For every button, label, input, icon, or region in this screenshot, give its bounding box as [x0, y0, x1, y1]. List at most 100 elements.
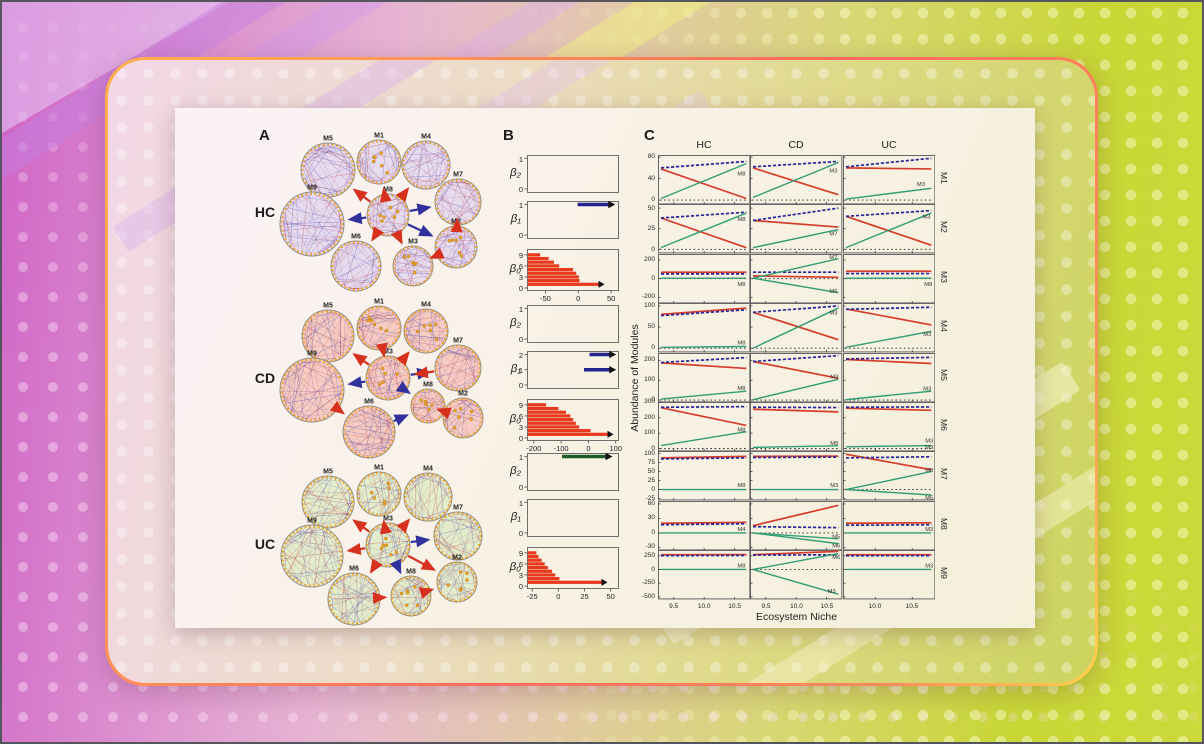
module-circle-HC-M3: M3 [392, 239, 434, 287]
svg-text:M4: M4 [421, 302, 431, 309]
beta0-ytick: 9 [518, 548, 523, 558]
svg-text:M3: M3 [830, 169, 838, 175]
abundance-cell-M5-UC: M3 [842, 352, 935, 402]
module-circle-HC-M6: M6 [330, 234, 382, 292]
module-circle-HC-M9: M9 [279, 185, 345, 257]
svg-text:M5: M5 [323, 469, 333, 476]
abundance-ytick: 60 [647, 499, 655, 507]
svg-text:M8: M8 [423, 382, 433, 389]
abundance-xtick: 10.0 [868, 602, 882, 610]
module-circle-CD-M6: M6 [342, 399, 396, 459]
abundance-cell-M2-CD: M7 [750, 204, 843, 254]
row-label-M3: M3 [938, 270, 949, 283]
beta0-ytick: 6 [518, 559, 523, 569]
abundance-cell-M3-HC: M8 [658, 253, 751, 304]
beta0-xtick: 50 [606, 294, 616, 303]
svg-text:M2: M2 [452, 555, 462, 562]
panel-b-beta-plots: β₂ 1 0 β₁ 1 0 β₀ 9 6 3 0 -50 0 50 β₂ 1 0 β₁ 2 1 0 β₀ 9 6 3 0 -200-… [175, 108, 1035, 628]
svg-text:M7: M7 [830, 232, 838, 238]
svg-text:M3: M3 [383, 349, 393, 356]
abundance-ytick: 40 [647, 174, 655, 182]
abundance-ytick: -500 [641, 593, 655, 601]
beta0-xtick: 25 [580, 592, 589, 601]
beta-ytick: 2 [518, 350, 523, 360]
abundance-cell-M7-UC: M8 M5 [842, 451, 935, 501]
svg-text:M3: M3 [831, 483, 839, 489]
abundance-cell-M7-HC: M8 [658, 451, 751, 501]
panel-c-abundance-grid: HC CD UC Abundance of Modules Ecosystem … [175, 108, 1035, 628]
module-circle-CD-M1: M1 [356, 299, 402, 351]
abundance-ytick: 0 [651, 196, 655, 204]
module-arrow [369, 558, 383, 574]
module-circle-CD-M2: M2 [442, 391, 484, 439]
abundance-xtick: 10.5 [905, 602, 919, 610]
row-label-M4: M4 [938, 319, 949, 332]
module-arrow [347, 376, 366, 389]
svg-text:M7: M7 [453, 172, 463, 179]
svg-text:M2: M2 [458, 391, 468, 398]
abundance-xtick: 9.5 [761, 602, 771, 610]
abundance-ytick: 0 [651, 344, 655, 352]
module-arrow [371, 226, 385, 242]
svg-text:M1: M1 [374, 133, 384, 140]
beta-label-UC-2: β₀ [509, 561, 521, 573]
row-label-M8: M8 [938, 517, 949, 530]
svg-text:M1: M1 [374, 299, 384, 306]
module-arrow [407, 223, 434, 237]
panel-a-label: A [259, 127, 270, 144]
row-label-M7: M7 [938, 468, 949, 480]
beta-ytick: 1 [518, 200, 523, 210]
svg-text:M3: M3 [922, 215, 930, 221]
beta-label-HC-0: β₂ [510, 167, 521, 179]
abundance-ytick: 100 [644, 429, 655, 437]
figure-card: A B C HC CD UC M5 M1 M4 M7 M9 M8 M2 M3 M6 M5 M1 M4 M… [105, 57, 1098, 686]
svg-text:M8: M8 [925, 468, 933, 474]
svg-text:M8: M8 [737, 282, 745, 288]
row-label-M5: M5 [938, 369, 949, 382]
beta-plot-UC-1 [524, 499, 619, 537]
svg-text:M3: M3 [830, 310, 838, 316]
abundance-ytick: -200 [641, 293, 655, 301]
svg-text:M9: M9 [307, 185, 317, 192]
abundance-cell-M5-HC: M8 [658, 352, 751, 402]
module-arrow [352, 353, 370, 367]
abundance-xtick: 9.5 [669, 602, 679, 610]
network-diagram-CD: M5 M1 M4 M7 M9 M3 M8 M2 M6 [279, 299, 484, 459]
abundance-ytick: 100 [644, 375, 655, 383]
abundance-ytick: 80 [647, 153, 655, 161]
beta0-ytick: 9 [518, 400, 523, 410]
beta-ytick: 1 [518, 452, 523, 462]
svg-text:M8: M8 [406, 569, 416, 576]
abundance-ytick: 0 [651, 444, 655, 452]
row-label-M1: M1 [938, 171, 949, 184]
beta0-xtick: -200 [526, 444, 542, 453]
svg-text:M6: M6 [349, 566, 359, 573]
row-label-M9: M9 [938, 566, 949, 579]
abundance-ytick: 250 [644, 551, 655, 559]
module-circle-UC-M6: M6 [327, 566, 381, 626]
beta-label-CD-0: β₂ [510, 317, 521, 329]
module-circle-UC-M8: M8 [390, 569, 432, 617]
svg-text:M4: M4 [423, 466, 433, 473]
module-arrow [389, 558, 402, 575]
abundance-ytick: 0 [651, 274, 655, 282]
abundance-cell-M5-CD: M3 [750, 352, 843, 402]
module-circle-CD-M8: M8 [410, 382, 446, 424]
abundance-ytick: 50 [647, 204, 655, 212]
beta-plot-UC-0 [524, 452, 619, 491]
abundance-cell-M3-UC: M8 [842, 253, 935, 304]
beta0-xtick: 0 [586, 444, 591, 453]
abundance-ytick: 0 [651, 485, 655, 493]
beta0-ytick: 3 [518, 422, 523, 432]
module-circle-UC-M4: M4 [403, 466, 453, 522]
abundance-cell-M2-UC: M3 [842, 204, 935, 254]
abundance-ytick: 200 [644, 356, 655, 364]
module-circle-UC-M3: M3 [365, 516, 411, 568]
module-arrow [395, 187, 410, 203]
network-diagram-UC: M5 M1 M4 M7 M9 M3 M2 M8 M6 [280, 465, 483, 626]
group-label-hc: HC [254, 204, 276, 220]
module-circle-UC-M5: M5 [301, 469, 355, 529]
